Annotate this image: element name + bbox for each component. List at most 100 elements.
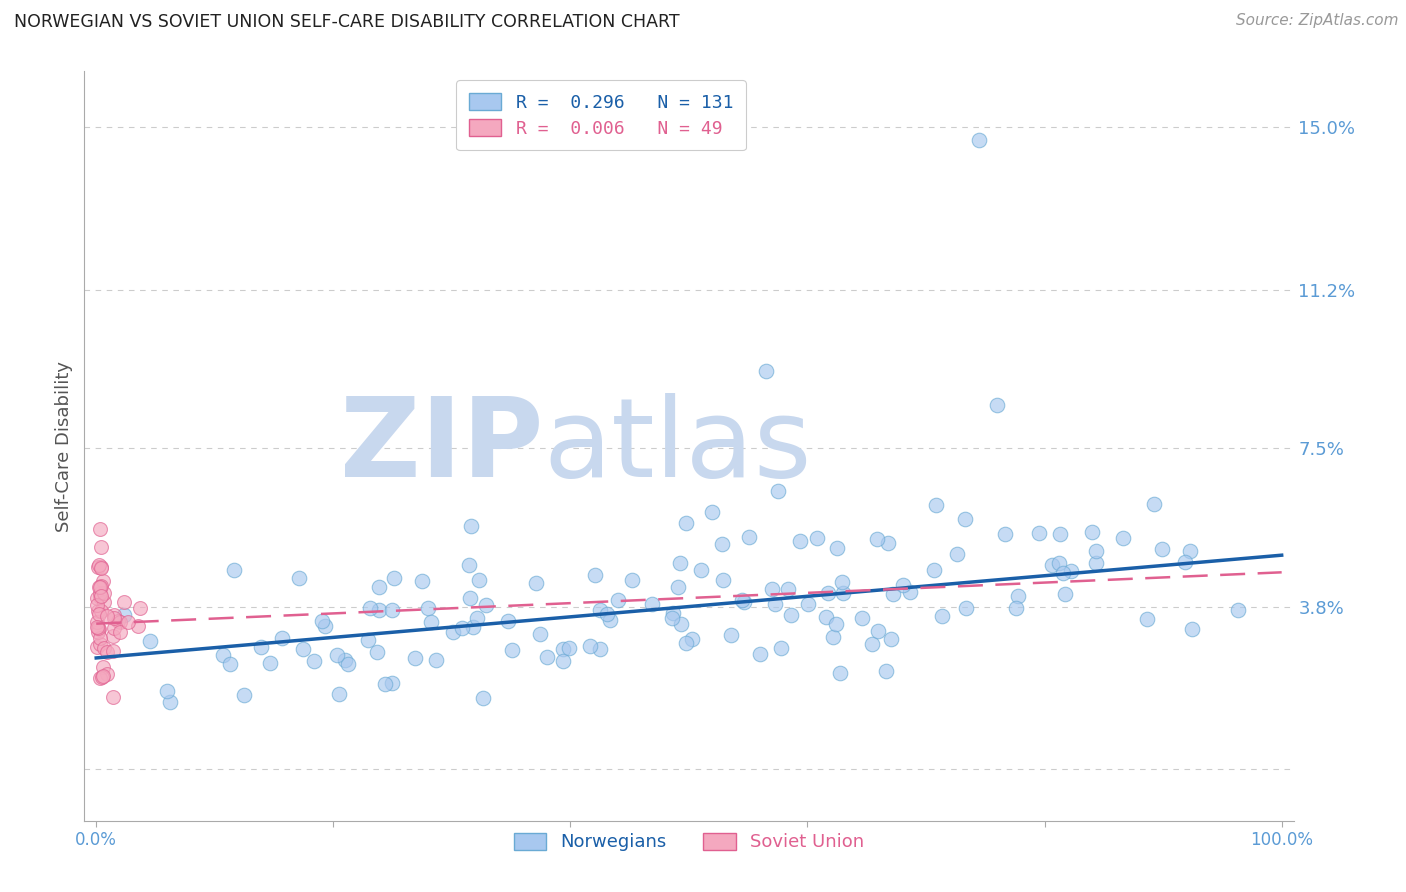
Norwegians bbox=[1174, 555, 1197, 569]
Norwegians bbox=[1040, 558, 1063, 573]
Soviet Union bbox=[86, 598, 108, 612]
Norwegians bbox=[288, 571, 311, 585]
Norwegians bbox=[1028, 526, 1050, 541]
Norwegians bbox=[720, 627, 742, 641]
Soviet Union bbox=[87, 560, 110, 574]
Norwegians bbox=[458, 558, 481, 573]
Norwegians bbox=[333, 653, 356, 667]
Soviet Union bbox=[89, 607, 111, 621]
Norwegians bbox=[451, 621, 474, 635]
Soviet Union bbox=[90, 589, 112, 603]
Norwegians bbox=[304, 654, 326, 668]
Norwegians bbox=[779, 607, 801, 622]
Norwegians bbox=[259, 656, 281, 670]
Norwegians bbox=[882, 587, 904, 601]
Norwegians bbox=[1081, 525, 1104, 540]
Soviet Union bbox=[90, 559, 112, 574]
Norwegians bbox=[671, 617, 693, 632]
Soviet Union bbox=[86, 591, 108, 605]
Text: ZIP: ZIP bbox=[340, 392, 544, 500]
Norwegians bbox=[536, 650, 558, 665]
Norwegians bbox=[501, 643, 523, 657]
Norwegians bbox=[766, 483, 789, 498]
Soviet Union bbox=[90, 579, 112, 593]
Norwegians bbox=[969, 133, 991, 147]
Norwegians bbox=[675, 516, 697, 530]
Norwegians bbox=[411, 574, 433, 589]
Norwegians bbox=[596, 607, 619, 622]
Norwegians bbox=[1143, 497, 1166, 511]
Y-axis label: Self-Care Disability: Self-Care Disability bbox=[55, 360, 73, 532]
Norwegians bbox=[641, 598, 664, 612]
Norwegians bbox=[755, 364, 778, 378]
Norwegians bbox=[211, 648, 233, 662]
Norwegians bbox=[831, 586, 853, 600]
Norwegians bbox=[404, 651, 426, 665]
Text: Source: ZipAtlas.com: Source: ZipAtlas.com bbox=[1236, 13, 1399, 29]
Norwegians bbox=[311, 615, 333, 629]
Text: atlas: atlas bbox=[544, 392, 813, 500]
Norwegians bbox=[328, 687, 350, 701]
Norwegians bbox=[112, 607, 135, 622]
Norwegians bbox=[1047, 556, 1070, 570]
Norwegians bbox=[675, 636, 697, 650]
Soviet Union bbox=[86, 604, 108, 618]
Norwegians bbox=[738, 530, 761, 544]
Soviet Union bbox=[101, 629, 124, 643]
Norwegians bbox=[986, 398, 1008, 412]
Norwegians bbox=[797, 597, 820, 611]
Soviet Union bbox=[89, 631, 111, 645]
Norwegians bbox=[589, 641, 612, 656]
Norwegians bbox=[468, 574, 491, 588]
Norwegians bbox=[367, 580, 389, 594]
Norwegians bbox=[789, 534, 811, 549]
Norwegians bbox=[558, 640, 581, 655]
Soviet Union bbox=[96, 666, 118, 681]
Soviet Union bbox=[103, 607, 125, 622]
Soviet Union bbox=[129, 601, 152, 615]
Norwegians bbox=[291, 642, 314, 657]
Norwegians bbox=[314, 619, 336, 633]
Norwegians bbox=[662, 606, 685, 620]
Norwegians bbox=[860, 637, 883, 651]
Soviet Union bbox=[89, 622, 111, 636]
Norwegians bbox=[710, 537, 733, 551]
Norwegians bbox=[222, 562, 245, 576]
Norwegians bbox=[232, 688, 254, 702]
Norwegians bbox=[529, 627, 551, 641]
Norwegians bbox=[824, 616, 846, 631]
Soviet Union bbox=[93, 641, 115, 656]
Norwegians bbox=[472, 691, 495, 706]
Soviet Union bbox=[90, 670, 112, 684]
Norwegians bbox=[778, 582, 800, 597]
Norwegians bbox=[922, 563, 945, 577]
Soviet Union bbox=[96, 645, 118, 659]
Norwegians bbox=[891, 577, 914, 591]
Norwegians bbox=[156, 684, 179, 698]
Norwegians bbox=[700, 505, 723, 519]
Norwegians bbox=[825, 541, 848, 556]
Norwegians bbox=[1181, 622, 1204, 636]
Text: NORWEGIAN VS SOVIET UNION SELF-CARE DISABILITY CORRELATION CHART: NORWEGIAN VS SOVIET UNION SELF-CARE DISA… bbox=[14, 13, 679, 31]
Soviet Union bbox=[87, 558, 110, 572]
Norwegians bbox=[475, 598, 498, 612]
Norwegians bbox=[460, 519, 482, 533]
Norwegians bbox=[868, 624, 890, 638]
Norwegians bbox=[524, 576, 547, 591]
Norwegians bbox=[1007, 589, 1029, 603]
Norwegians bbox=[681, 632, 703, 647]
Norwegians bbox=[1054, 587, 1077, 601]
Norwegians bbox=[607, 593, 630, 607]
Norwegians bbox=[711, 573, 734, 587]
Norwegians bbox=[463, 620, 485, 634]
Norwegians bbox=[553, 654, 575, 668]
Norwegians bbox=[806, 531, 828, 545]
Soviet Union bbox=[89, 590, 111, 604]
Soviet Union bbox=[90, 540, 112, 554]
Norwegians bbox=[1005, 601, 1028, 615]
Soviet Union bbox=[103, 611, 125, 625]
Soviet Union bbox=[103, 621, 125, 635]
Norwegians bbox=[875, 664, 897, 678]
Soviet Union bbox=[93, 594, 115, 608]
Norwegians bbox=[425, 653, 447, 667]
